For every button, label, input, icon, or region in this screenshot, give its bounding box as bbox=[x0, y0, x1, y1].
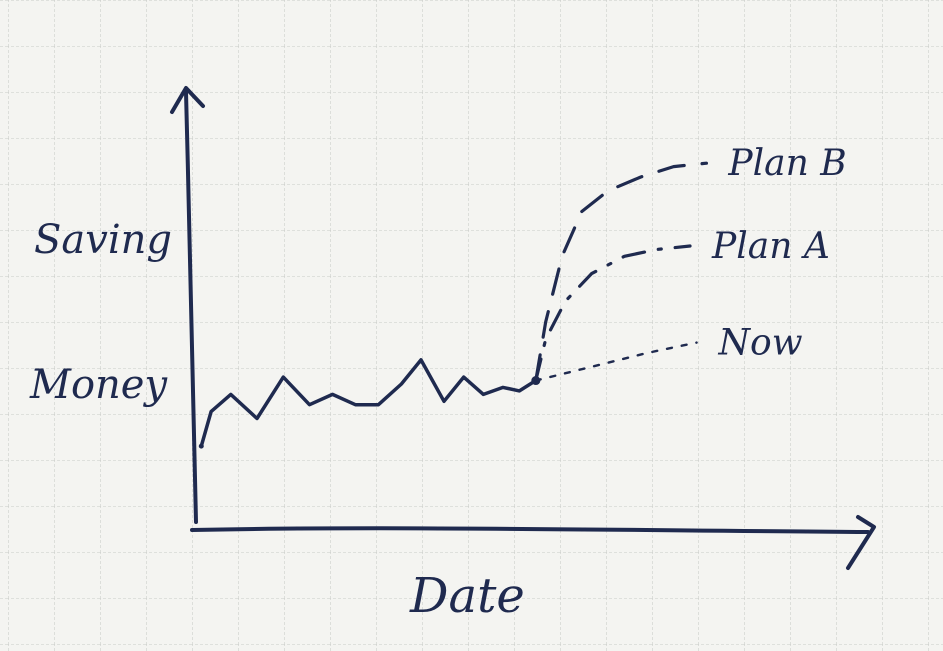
series-label-now: Now bbox=[718, 323, 803, 364]
y-axis-label-line2: Money bbox=[29, 362, 168, 408]
series-layer bbox=[198, 161, 708, 449]
series-label-plan-b: Plan B bbox=[727, 143, 846, 184]
y-axis-label-line1: Saving bbox=[34, 217, 172, 263]
series-label-plan-a: Plan A bbox=[711, 226, 830, 267]
label-layer: Plan B Plan A Now bbox=[711, 143, 847, 363]
y-axis bbox=[184, 90, 198, 524]
x-axis bbox=[190, 526, 870, 534]
y-axis-arrow-icon bbox=[170, 86, 205, 114]
series-line-history bbox=[199, 358, 538, 448]
x-axis-arrow-icon bbox=[846, 515, 876, 570]
x-axis-label: Date bbox=[409, 568, 525, 624]
series-line-now bbox=[534, 341, 698, 382]
series-line-plan-a bbox=[534, 244, 692, 383]
start-point bbox=[198, 443, 204, 449]
series-line-plan-b bbox=[534, 161, 708, 383]
